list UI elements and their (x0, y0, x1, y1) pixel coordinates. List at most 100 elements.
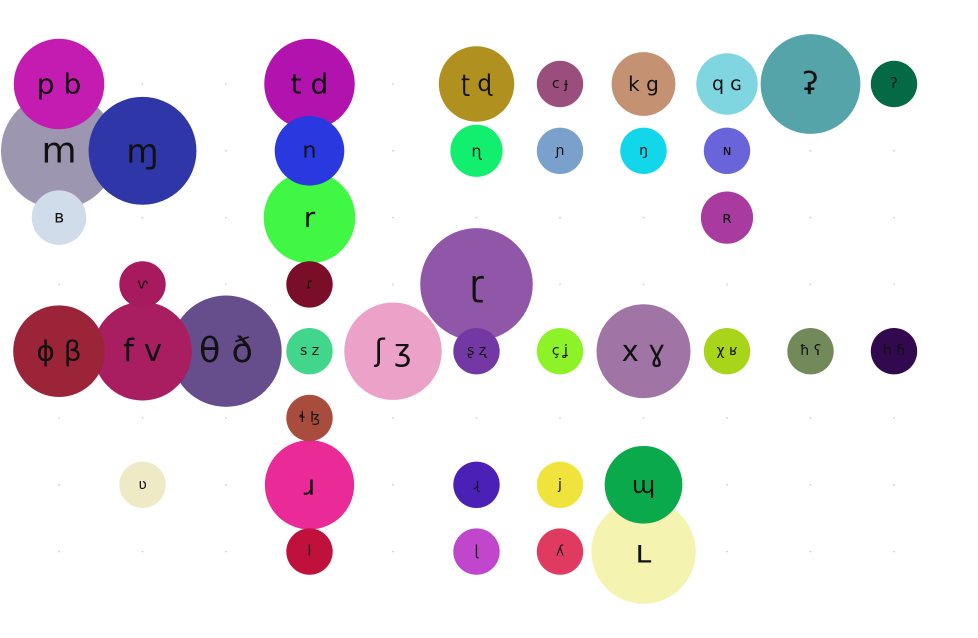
bubble-label: ç ʝ (552, 343, 568, 359)
grid-dot (893, 550, 895, 553)
grid-dot (392, 483, 394, 486)
grid-dot (559, 417, 561, 419)
bubble-uv-f: χ ʁ (703, 328, 751, 375)
bubble-label: ɽ (469, 264, 484, 304)
grid-dot (58, 483, 60, 486)
grid-dot (392, 83, 394, 85)
grid-dot (225, 83, 227, 85)
bubble-circle (420, 228, 533, 341)
bubble-vel-a: ɰ (604, 445, 683, 524)
bubble-label: ɻ (474, 477, 481, 493)
bubble-label: ɲ (554, 143, 564, 159)
bubble-circle (536, 328, 584, 375)
grid-dot (141, 417, 144, 419)
bubble-uv-n: ɴ (703, 127, 751, 174)
bubble-label: c ɟ (552, 76, 568, 92)
bubble-label: ɴ (723, 143, 732, 159)
bubble-circle (596, 304, 691, 399)
bubble-label: x ɣ (622, 334, 666, 368)
bubble-label: h ɦ (883, 343, 905, 359)
bubble-circle (696, 53, 758, 115)
grid-dot (809, 149, 812, 152)
bubble-k-g: k g (611, 52, 676, 116)
bubble-label: q ɢ (712, 73, 742, 95)
bubble-label: ħ ʕ (800, 343, 821, 359)
bubble-circle (88, 96, 197, 205)
bubble-label: l (308, 544, 312, 560)
bubble-label: ɭ (475, 544, 480, 560)
bubble-p-b: p b (13, 38, 105, 130)
bubble-t-d: t d (264, 38, 355, 130)
grid-dot (225, 550, 227, 553)
grid-dot (726, 550, 728, 553)
bubble-gl-st: ʔ (870, 60, 918, 108)
bubble-circle (536, 461, 584, 508)
bubble-circle (13, 38, 105, 130)
bubble-label: ɬ ɮ (299, 410, 320, 426)
bubble-label: ʔ (890, 76, 897, 92)
bubble-rt-l: ɭ (453, 528, 500, 575)
grid-dot (225, 483, 227, 486)
bubble-label: ɾ (306, 276, 313, 292)
bubble-circle (536, 60, 584, 108)
bubble-label: ɸ β (36, 335, 81, 368)
bubble-label: ʡ (803, 66, 819, 102)
bubble-pal-n: ɲ (536, 127, 584, 174)
bubble-label: ʀ (722, 208, 732, 227)
grid-dot (392, 149, 394, 152)
bubble-r: r (263, 171, 356, 264)
bubble-circle (286, 528, 333, 575)
bubble-vel-l: ʟ (591, 499, 696, 604)
bubble-vel-n: ŋ (620, 127, 667, 174)
bubble-q-G: q ɢ (696, 53, 758, 115)
grid-dot (225, 417, 227, 419)
bubble-circle (870, 328, 918, 375)
grid-dot (392, 417, 394, 419)
grid-dot (392, 283, 394, 286)
bubble-circle (31, 190, 87, 245)
grid-dot (809, 283, 812, 286)
bubble-circle (604, 445, 683, 524)
bubble-vflap: ⱱ (119, 261, 166, 308)
bubble-label: ɹ (304, 468, 316, 501)
bubble-circle (263, 171, 356, 264)
bubble-circle (453, 461, 500, 508)
bubble-m: m (1, 92, 117, 209)
bubble-uv-R: ʀ (700, 191, 754, 244)
bubble-sh-zh: ʃ ʒ (344, 302, 442, 400)
bubble-circle (787, 328, 834, 375)
bubble-circle (438, 46, 515, 122)
bubble-label: θ ð (199, 331, 253, 371)
bubble-n: n (274, 116, 345, 186)
grid-dot (225, 149, 227, 152)
bubble-gl-f: h ɦ (870, 328, 918, 375)
bubble-circle (536, 127, 584, 174)
bubble-mg: ɱ (88, 96, 197, 205)
grid-dot (225, 283, 227, 286)
bubble-flap: ɾ (286, 261, 333, 308)
grid-dot (726, 417, 728, 419)
bubble-ph-f: ħ ʕ (787, 328, 834, 375)
bubble-label: ʃ ʒ (374, 334, 412, 369)
grid-dot (893, 483, 895, 486)
grid-dot (225, 216, 227, 219)
bubble-circle (264, 440, 355, 530)
bubble-circle (453, 528, 500, 575)
bubble-f-v: f v (93, 301, 192, 401)
bubble-label: r (304, 201, 316, 234)
grid-dot (726, 283, 728, 286)
bubble-ph-st: ʡ (760, 34, 861, 134)
bubble-label: n (303, 138, 317, 163)
bubble-circle (286, 261, 333, 308)
bubble-label: ʋ (138, 477, 146, 493)
bubble-circle (119, 261, 166, 308)
bubble-circle (611, 52, 676, 116)
grid-dot (392, 550, 394, 553)
grid-dot (893, 417, 895, 419)
bubble-label: ⱱ (137, 276, 148, 292)
bubble-circle (1, 92, 117, 209)
grid-dot (893, 283, 895, 286)
bubble-pal-l: ʎ (536, 528, 584, 575)
grid-dot (893, 216, 895, 219)
